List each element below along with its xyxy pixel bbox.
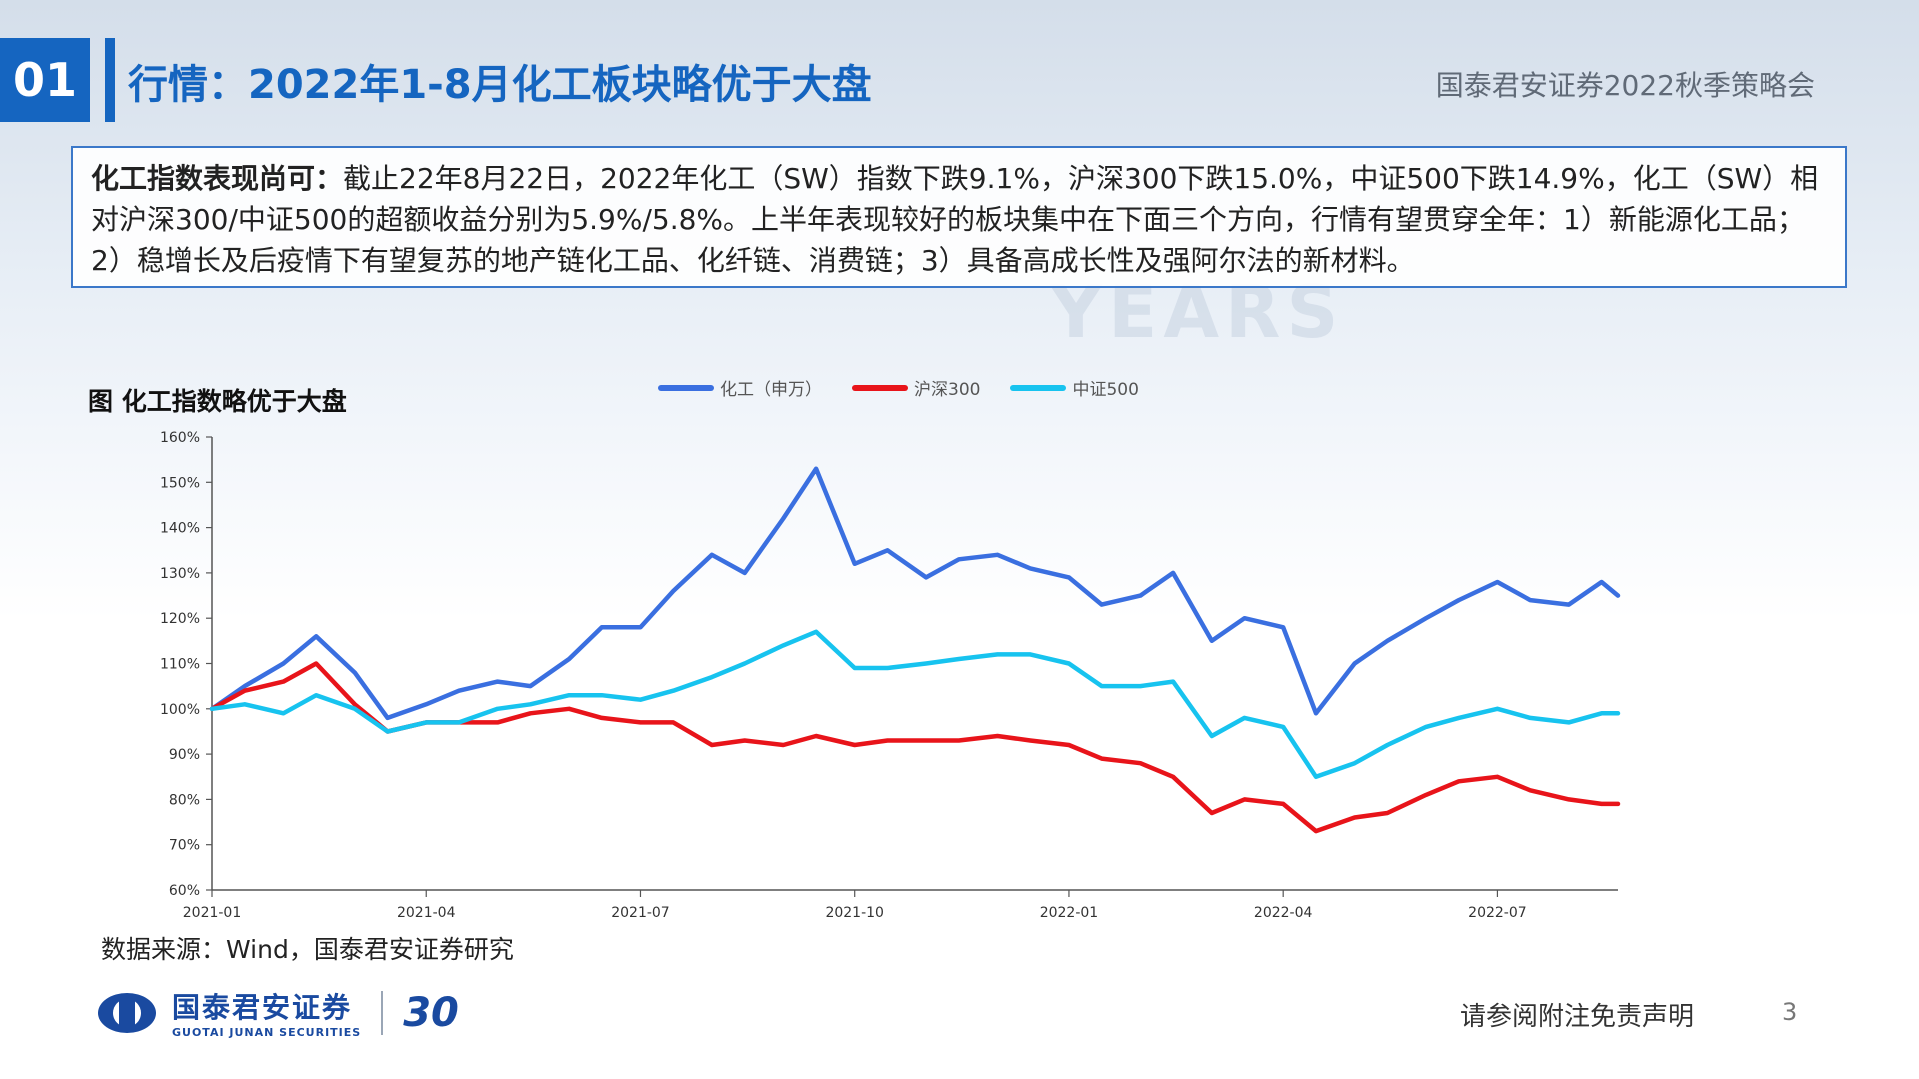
- y-tick-label: 140%: [160, 521, 200, 537]
- series-line-0: [209, 466, 1621, 721]
- legend-swatch-zz500: [1010, 384, 1067, 391]
- page-number: 3: [1782, 998, 1798, 1026]
- summary-box: 化工指数表现尚可：截止22年8月22日，2022年化工（SW）指数下跌9.1%，…: [71, 146, 1847, 288]
- section-badge: 01: [0, 38, 90, 122]
- logo-text-cn: 国泰君安证券: [172, 991, 353, 1024]
- x-tick-label: 2022-04: [1254, 905, 1313, 921]
- x-tick-label: 2022-07: [1468, 905, 1527, 921]
- legend-swatch-hs300: [852, 384, 908, 391]
- y-tick-label: 100%: [160, 702, 200, 718]
- company-logo: 国泰君安证券 GUOTAI JUNAN SECURITIES 30: [96, 986, 459, 1039]
- y-tick-label: 160%: [160, 430, 200, 446]
- conference-name: 国泰君安证券2022秋季策略会: [1435, 69, 1815, 102]
- series-line-2: [209, 629, 1621, 780]
- legend-item-hs300: 沪深300: [852, 375, 980, 400]
- legend-label-hs300: 沪深300: [914, 380, 981, 400]
- title-accent-bar: [105, 38, 115, 122]
- logo-separator: [381, 990, 384, 1035]
- legend-item-chem: 化工（申万）: [658, 375, 822, 400]
- y-tick-label: 60%: [169, 883, 200, 899]
- logo-mark-icon: [98, 992, 156, 1033]
- legend-item-zz500: 中证500: [1010, 375, 1139, 400]
- y-tick-label: 110%: [160, 657, 200, 673]
- y-tick-label: 120%: [160, 611, 200, 627]
- line-chart: 60% 70% 80% 90% 100% 110% 120% 130% 140% 150% 160%…: [160, 430, 1621, 921]
- logo-text-en: GUOTAI JUNAN SECURITIES: [172, 1026, 362, 1039]
- legend-label-zz500: 中证500: [1072, 380, 1139, 400]
- y-tick-label: 70%: [169, 838, 200, 854]
- anniversary-logo: 30: [403, 989, 459, 1036]
- x-tick-label: 2021-01: [183, 905, 242, 921]
- y-tick-label: 90%: [169, 747, 200, 763]
- x-tick-label: 2021-04: [397, 905, 456, 921]
- legend-swatch-chem: [658, 384, 714, 391]
- disclaimer: 请参阅附注免责声明: [1460, 1002, 1695, 1032]
- figure-title: 图 化工指数略优于大盘: [88, 387, 347, 416]
- legend-label-chem: 化工（申万）: [720, 380, 822, 400]
- chart-legend: 化工（申万） 沪深300 中证500: [658, 375, 1139, 400]
- x-tick-label: 2022-01: [1040, 905, 1099, 921]
- y-tick-label: 80%: [169, 792, 200, 808]
- y-tick-label: 150%: [160, 475, 200, 491]
- data-source: 数据来源：Wind，国泰君安证券研究: [101, 935, 514, 964]
- slide-title: 行情：2022年1-8月化工板块略优于大盘: [128, 62, 872, 108]
- summary-lead: 化工指数表现尚可：: [91, 162, 344, 195]
- x-tick-label: 2021-10: [825, 905, 884, 921]
- y-tick-label: 130%: [160, 566, 200, 582]
- x-tick-label: 2021-07: [611, 905, 670, 921]
- summary-body: 截止22年8月22日，2022年化工（SW）指数下跌9.1%，沪深300下跌15…: [91, 162, 1819, 277]
- series-line-1: [209, 661, 1621, 834]
